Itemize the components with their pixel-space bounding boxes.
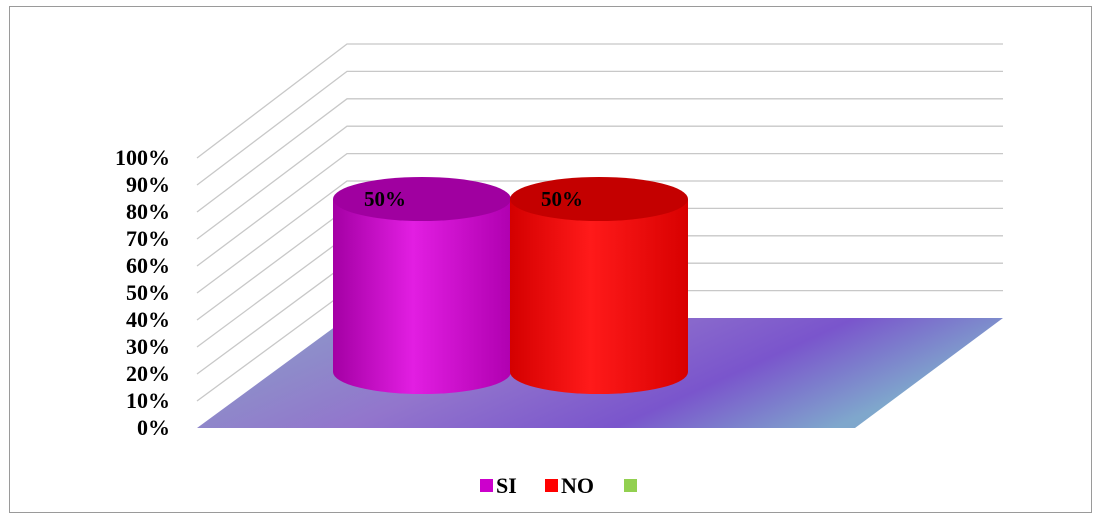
gridline (196, 70, 1003, 186)
y-tick-label: 100% (115, 145, 170, 170)
y-tick-label: 30% (126, 334, 170, 359)
legend-item (624, 479, 637, 492)
y-tick-label: 80% (126, 199, 170, 224)
bar-no: 50% (510, 177, 688, 394)
legend-item: SI (480, 473, 517, 498)
y-tick-label: 10% (126, 388, 170, 413)
gridline (196, 180, 1003, 294)
gridline (196, 98, 1003, 213)
bar-body (333, 199, 511, 394)
legend-label: NO (561, 473, 594, 498)
gridline (196, 152, 1003, 267)
legend-swatch (480, 479, 493, 492)
y-tick-label: 60% (126, 253, 170, 278)
legend-swatch (624, 479, 637, 492)
data-label: 50% (541, 187, 583, 211)
legend-swatch (545, 479, 558, 492)
legend-label: SI (496, 473, 517, 498)
y-tick-label: 90% (126, 172, 170, 197)
gridline (196, 43, 1003, 159)
data-label: 50% (364, 187, 406, 211)
gridline (196, 125, 1003, 240)
bar-si: 50% (333, 177, 511, 394)
y-tick-label: 40% (126, 307, 170, 332)
bar-top (333, 177, 511, 221)
legend-item: NO (545, 473, 594, 498)
y-tick-label: 0% (137, 415, 170, 440)
y-tick-label: 50% (126, 280, 170, 305)
y-tick-label: 20% (126, 361, 170, 386)
bar-body (510, 199, 688, 394)
bar-top (510, 177, 688, 221)
y-tick-label: 70% (126, 226, 170, 251)
